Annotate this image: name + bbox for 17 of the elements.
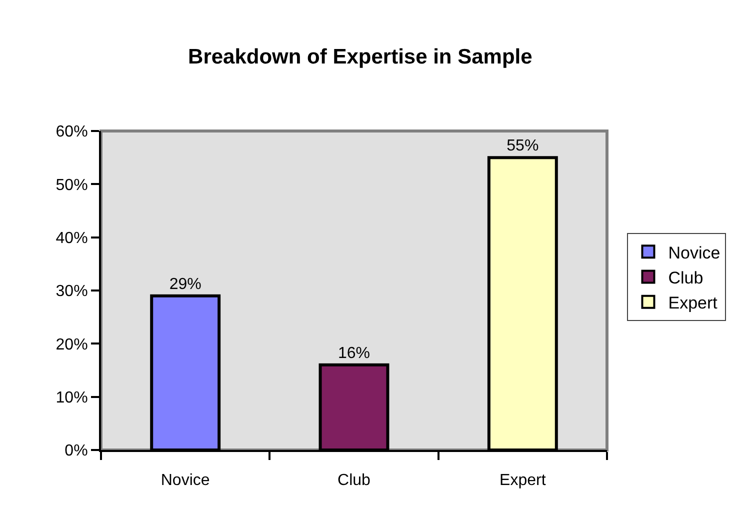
legend-label: Novice (668, 243, 720, 262)
x-tick-label: Club (338, 472, 371, 490)
y-tick-label: 0% (64, 442, 88, 460)
data-label: 29% (169, 276, 202, 293)
legend-label: Club (668, 268, 704, 288)
data-label: 55% (506, 138, 539, 155)
data-label: 16% (338, 344, 370, 362)
x-tick-label: Expert (500, 472, 546, 490)
chart-title: Breakdown of Expertise in Sample (188, 45, 532, 68)
y-tick-label: 40% (56, 230, 88, 247)
legend-label: Expert (668, 293, 718, 312)
y-tick-label: 10% (56, 389, 88, 406)
y-tick-label: 20% (56, 336, 88, 354)
x-tick-label: Novice (160, 472, 210, 490)
y-tick-label: 60% (56, 124, 88, 141)
y-tick-label: 30% (56, 283, 88, 300)
y-tick-label: 50% (56, 176, 88, 194)
